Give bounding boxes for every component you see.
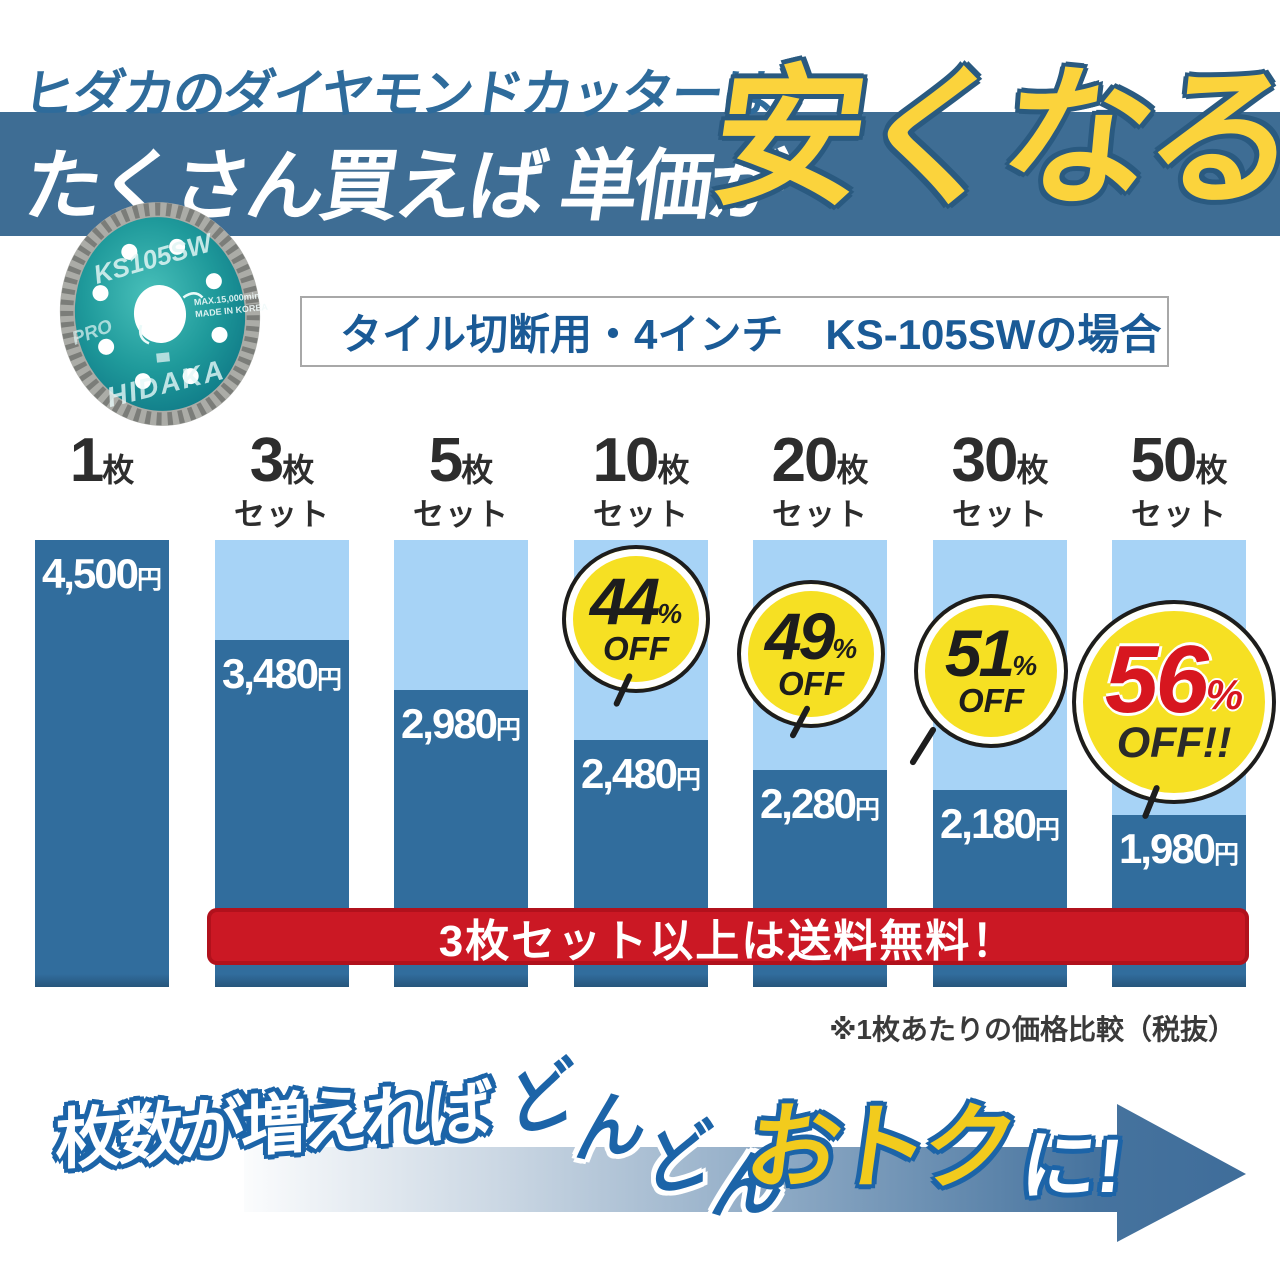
free-shipping-banner: 3枚セット以上は送料無料！ [207, 908, 1249, 966]
badge-value-row: 44 % [589, 564, 683, 639]
unit-label: 枚 [461, 452, 494, 488]
price-value: 2,980 [400, 700, 498, 747]
unit-label: 枚 [102, 452, 135, 488]
column-header-30: 30枚 セット [910, 428, 1090, 532]
footer-highlight-text: おトク [739, 1095, 1019, 1200]
unit-label: 枚 [836, 452, 869, 488]
footer-tail-text: に! [1016, 1124, 1127, 1209]
discount-value: 56 [1104, 625, 1209, 733]
qty-label: 5 [428, 426, 464, 495]
gradient-arrow [244, 1104, 1246, 1242]
set-label: セット [413, 497, 509, 533]
price-label: 2,280円 [753, 780, 887, 828]
yen-suffix: 円 [496, 716, 522, 744]
price-value: 1,980 [1118, 825, 1216, 872]
discount-badge-51: 51 % OFF [914, 594, 1068, 748]
percent-sign: % [657, 597, 683, 629]
qty-label: 1 [69, 426, 105, 495]
price-value: 2,180 [939, 800, 1037, 847]
price-label: 1,980円 [1112, 825, 1246, 873]
yen-suffix: 円 [855, 796, 881, 824]
badge-value-row: 51 % [944, 616, 1038, 691]
qty-label: 50 [1130, 426, 1198, 495]
set-label: セット [952, 497, 1048, 533]
set-label: セット [1131, 497, 1227, 533]
price-comparison-note: ※1枚あたりの価格比較（税抜） [829, 1014, 1236, 1045]
price-label: 4,500円 [35, 550, 169, 598]
price-value: 2,280 [759, 780, 857, 827]
off-label: OFF [958, 681, 1024, 719]
column-header-3: 3枚 セット [192, 428, 372, 532]
free-shipping-text: 3枚セット以上は送料無料！ [438, 916, 1018, 966]
discount-value: 51 [944, 616, 1015, 691]
header-band [0, 112, 1280, 236]
qty-label: 10 [592, 426, 660, 495]
percent-sign: % [832, 632, 858, 664]
price-value: 3,480 [221, 650, 319, 697]
set-label: セット [234, 497, 330, 533]
badge-value-row: 49 % [764, 599, 858, 674]
disc-rotation-arrow [182, 292, 204, 299]
header-line1: ヒダカのダイヤモンドカッターは [19, 66, 776, 124]
yen-suffix: 円 [676, 766, 702, 794]
price-label: 2,980円 [394, 700, 528, 748]
discount-badge-49: 49 % OFF [737, 580, 885, 728]
price-label: 2,180円 [933, 800, 1067, 848]
badge-value-row: 56 % [1104, 625, 1244, 733]
off-label: OFF!! [1116, 719, 1232, 768]
yen-suffix: 円 [317, 666, 343, 694]
product-spec-box: タイル切断用・4インチ KS-105SWの場合 [300, 296, 1169, 367]
off-label: OFF [603, 629, 669, 667]
set-label: セット [593, 497, 689, 533]
qty-label: 20 [771, 426, 839, 495]
diamond-cutter-disc-image: KS105SW PRO MAX.15,000min MADE IN KOREA … [59, 202, 269, 426]
column-header-5: 5枚 セット [371, 428, 551, 532]
unit-label: 枚 [1016, 452, 1049, 488]
header-highlight: 安くなる! [702, 54, 1280, 224]
percent-sign: % [1205, 670, 1244, 718]
unit-label: 枚 [282, 452, 315, 488]
qty-label: 30 [951, 426, 1019, 495]
column-header-1: 1枚 [12, 428, 192, 499]
column-header-50: 50枚 セット [1089, 428, 1269, 532]
disc-rotation-arrow [138, 324, 150, 345]
column-header-20: 20枚 セット [730, 428, 910, 532]
yen-suffix: 円 [1035, 816, 1061, 844]
column-header-10: 10枚 セット [551, 428, 731, 532]
bar-fill: 4,500円 [35, 540, 169, 987]
off-label: OFF [778, 664, 844, 702]
unit-label: 枚 [1195, 452, 1228, 488]
discount-badge-44: 44 % OFF [562, 545, 710, 693]
price-bar-1: 4,500円 [35, 540, 169, 987]
price-label: 3,480円 [215, 650, 349, 698]
price-value: 4,500 [41, 550, 139, 597]
discount-badge-56: 56 % OFF!! [1072, 600, 1276, 804]
discount-value: 44 [589, 564, 660, 639]
qty-label: 3 [249, 426, 285, 495]
discount-value: 49 [764, 599, 835, 674]
disc-logo-mark [156, 352, 170, 363]
percent-sign: % [1012, 649, 1038, 681]
yen-suffix: 円 [1214, 841, 1240, 869]
price-label: 2,480円 [574, 750, 708, 798]
unit-label: 枚 [657, 452, 690, 488]
set-label: セット [772, 497, 868, 533]
price-value: 2,480 [580, 750, 678, 797]
product-spec-label: タイル切断用・4インチ KS-105SWの場合 [340, 311, 1162, 358]
yen-suffix: 円 [137, 566, 163, 594]
